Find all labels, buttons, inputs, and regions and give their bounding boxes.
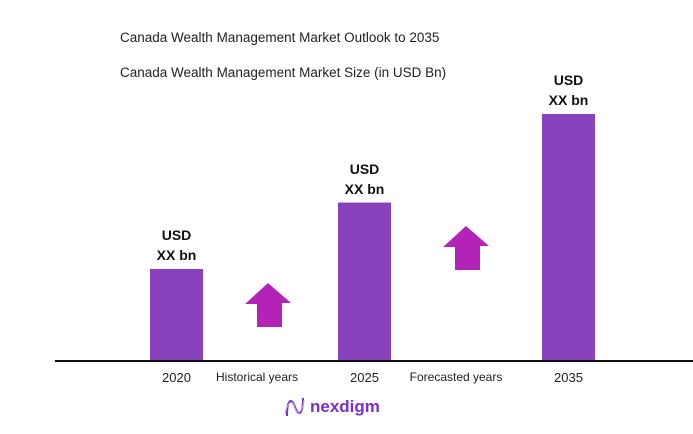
bar-2020 — [150, 268, 203, 360]
data-label-2025: USD XX bn — [325, 159, 405, 199]
chart-subtitle: Canada Wealth Management Market Size (in… — [120, 65, 447, 80]
chart-title: Canada Wealth Management Market Outlook … — [120, 30, 440, 45]
data-label-value: XX bn — [344, 180, 385, 197]
period-label-historical: Historical years — [215, 370, 299, 384]
bar-2035 — [542, 114, 595, 360]
data-label-2020: USD XX bn — [137, 225, 217, 265]
data-label-value: XX bn — [548, 92, 589, 108]
data-label-2035: USD XX bn — [529, 70, 609, 110]
data-label-currency: USD — [553, 72, 584, 88]
x-tick-2035: 2035 — [554, 370, 583, 385]
x-tick-2020: 2020 — [162, 370, 191, 385]
logo-text: nexdigm — [310, 397, 380, 416]
bar-2025 — [338, 202, 391, 360]
nexdigm-logo: nexdigm — [284, 396, 380, 418]
data-label-value: XX bn — [156, 246, 197, 263]
period-label-forecasted: Forecasted years — [409, 370, 503, 384]
data-label-currency: USD — [349, 160, 380, 177]
logo-wave-icon — [284, 397, 305, 417]
x-tick-2025: 2025 — [350, 370, 379, 385]
growth-arrow-icon — [245, 283, 291, 327]
growth-arrow-icon — [443, 226, 489, 270]
data-label-currency: USD — [161, 226, 192, 243]
